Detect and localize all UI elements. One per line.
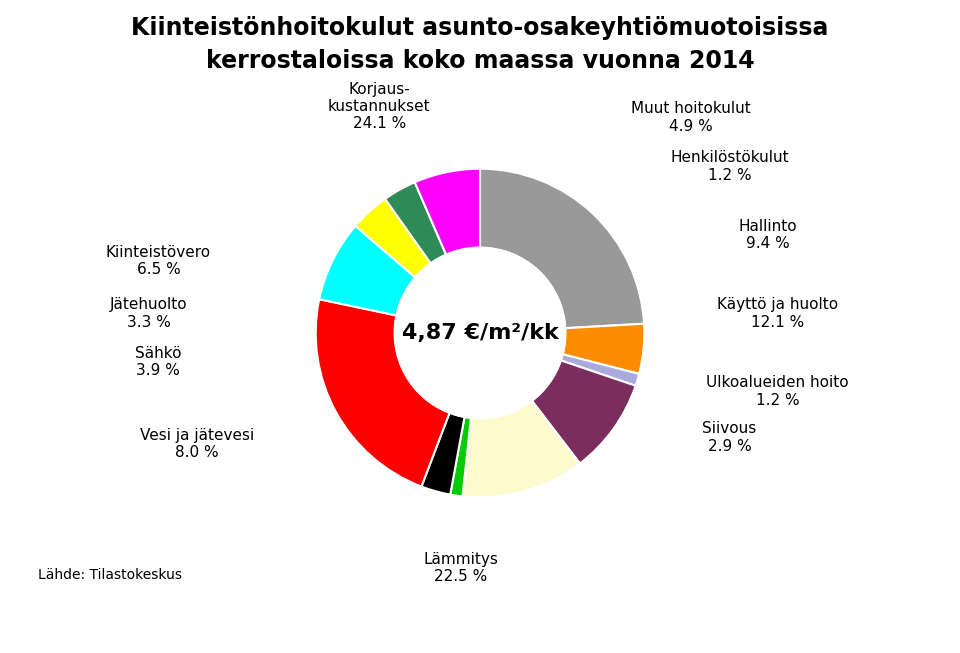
Wedge shape [450, 417, 471, 496]
Wedge shape [385, 182, 446, 263]
Text: Lämmitys
22.5 %: Lämmitys 22.5 % [423, 552, 498, 584]
Text: Ulkoalueiden hoito
1.2 %: Ulkoalueiden hoito 1.2 % [707, 375, 849, 408]
Text: Jätehuolto
3.3 %: Jätehuolto 3.3 % [110, 297, 187, 330]
Text: Vesi ja jätevesi
8.0 %: Vesi ja jätevesi 8.0 % [139, 428, 254, 460]
Wedge shape [320, 226, 416, 315]
Wedge shape [561, 355, 639, 386]
Text: Sähkö
3.9 %: Sähkö 3.9 % [135, 346, 181, 379]
Wedge shape [355, 199, 431, 278]
Wedge shape [532, 360, 636, 464]
Wedge shape [563, 324, 644, 374]
Wedge shape [480, 168, 644, 328]
Wedge shape [316, 299, 449, 486]
Text: 4,87 €/m²/kk: 4,87 €/m²/kk [401, 323, 559, 343]
Text: Lähde: Tilastokeskus: Lähde: Tilastokeskus [38, 568, 182, 582]
Text: Muut hoitokulut
4.9 %: Muut hoitokulut 4.9 % [632, 101, 751, 134]
Wedge shape [421, 413, 465, 494]
Text: Hallinto
9.4 %: Hallinto 9.4 % [738, 219, 798, 251]
Text: kerrostaloissa koko maassa vuonna 2014: kerrostaloissa koko maassa vuonna 2014 [205, 49, 755, 73]
Text: Kiinteistövero
6.5 %: Kiinteistövero 6.5 % [106, 245, 211, 278]
Text: Siivous
2.9 %: Siivous 2.9 % [703, 421, 756, 454]
Wedge shape [463, 401, 580, 498]
Wedge shape [415, 168, 480, 255]
Circle shape [395, 247, 565, 419]
Text: Korjaus-
kustannukset
24.1 %: Korjaus- kustannukset 24.1 % [328, 82, 430, 131]
Text: Käyttö ja huolto
12.1 %: Käyttö ja huolto 12.1 % [717, 297, 838, 330]
Text: Kiinteistönhoitokulut asunto-osakeyhtiömuotoisissa: Kiinteistönhoitokulut asunto-osakeyhtiöm… [132, 16, 828, 40]
Text: Henkilöstökulut
1.2 %: Henkilöstökulut 1.2 % [670, 150, 789, 183]
